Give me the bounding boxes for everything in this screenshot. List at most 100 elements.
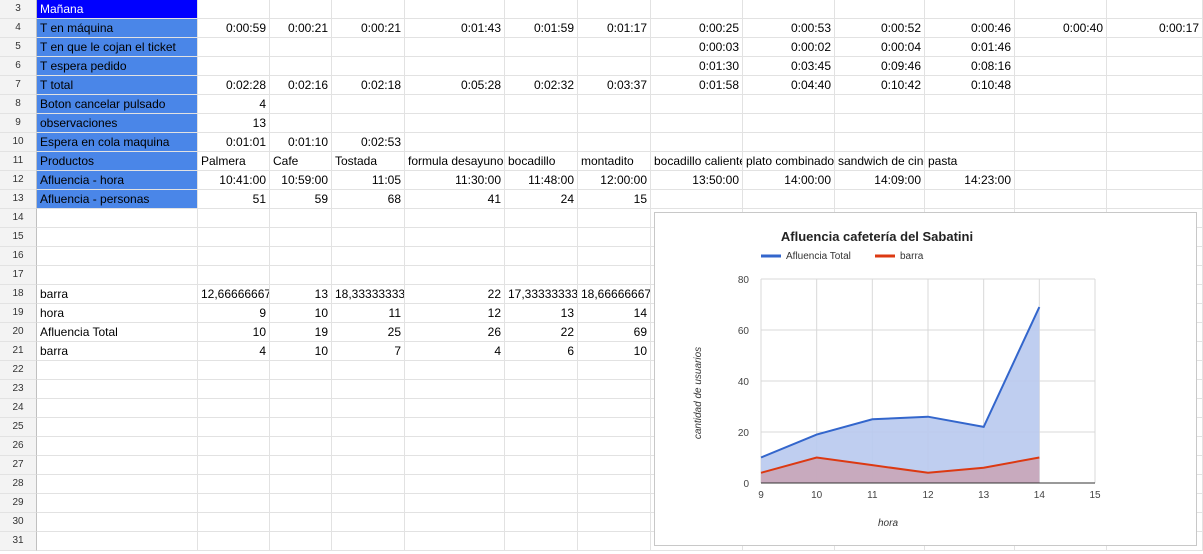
sheet-cell[interactable]: 0:09:46 bbox=[835, 57, 925, 75]
sheet-cell[interactable] bbox=[405, 228, 505, 246]
sheet-cell[interactable] bbox=[578, 114, 651, 132]
sheet-cell[interactable] bbox=[198, 494, 270, 512]
row-header[interactable]: 7 bbox=[0, 76, 37, 95]
sheet-cell[interactable]: 0:10:48 bbox=[925, 76, 1015, 94]
sheet-cell[interactable]: plato combinado bbox=[743, 152, 835, 170]
sheet-cell[interactable]: 18,33333333 bbox=[332, 285, 405, 303]
row-header[interactable]: 24 bbox=[0, 399, 37, 418]
sheet-cell[interactable]: 12 bbox=[405, 304, 505, 322]
sheet-cell[interactable] bbox=[743, 133, 835, 151]
sheet-cell[interactable] bbox=[651, 190, 743, 208]
sheet-cell[interactable] bbox=[505, 0, 578, 18]
sheet-cell[interactable]: 22 bbox=[505, 323, 578, 341]
sheet-cell[interactable] bbox=[505, 456, 578, 474]
sheet-cell[interactable] bbox=[405, 437, 505, 455]
sheet-cell[interactable] bbox=[270, 513, 332, 531]
sheet-cell[interactable] bbox=[578, 247, 651, 265]
sheet-cell[interactable] bbox=[578, 38, 651, 56]
sheet-cell[interactable]: 25 bbox=[332, 323, 405, 341]
row-header[interactable]: 25 bbox=[0, 418, 37, 437]
sheet-cell[interactable] bbox=[37, 247, 198, 265]
row-header[interactable]: 23 bbox=[0, 380, 37, 399]
row-header[interactable]: 3 bbox=[0, 0, 37, 19]
sheet-cell[interactable] bbox=[1107, 114, 1203, 132]
row-header[interactable]: 17 bbox=[0, 266, 37, 285]
row-header[interactable]: 10 bbox=[0, 133, 37, 152]
sheet-cell[interactable] bbox=[332, 361, 405, 379]
sheet-cell[interactable]: 19 bbox=[270, 323, 332, 341]
sheet-cell[interactable]: 0:00:21 bbox=[270, 19, 332, 37]
sheet-cell[interactable]: 13 bbox=[270, 285, 332, 303]
sheet-cell[interactable]: 4 bbox=[405, 342, 505, 360]
sheet-cell[interactable] bbox=[37, 513, 198, 531]
sheet-cell[interactable]: 4 bbox=[198, 342, 270, 360]
sheet-cell[interactable]: T espera pedido bbox=[37, 57, 198, 75]
sheet-cell[interactable]: 0:00:46 bbox=[925, 19, 1015, 37]
sheet-cell[interactable] bbox=[332, 475, 405, 493]
sheet-cell[interactable]: 0:00:17 bbox=[1107, 19, 1203, 37]
sheet-cell[interactable] bbox=[198, 38, 270, 56]
sheet-cell[interactable] bbox=[505, 266, 578, 284]
sheet-cell[interactable]: 0:03:45 bbox=[743, 57, 835, 75]
sheet-cell[interactable] bbox=[405, 266, 505, 284]
sheet-cell[interactable]: T en que le cojan el ticket bbox=[37, 38, 198, 56]
sheet-cell[interactable] bbox=[37, 418, 198, 436]
sheet-cell[interactable]: 14:23:00 bbox=[925, 171, 1015, 189]
sheet-cell[interactable] bbox=[405, 247, 505, 265]
sheet-cell[interactable]: sandwich de cine bbox=[835, 152, 925, 170]
row-header[interactable]: 15 bbox=[0, 228, 37, 247]
sheet-cell[interactable] bbox=[505, 399, 578, 417]
sheet-cell[interactable] bbox=[198, 266, 270, 284]
sheet-cell[interactable] bbox=[198, 209, 270, 227]
row-header[interactable]: 14 bbox=[0, 209, 37, 228]
row-header[interactable]: 22 bbox=[0, 361, 37, 380]
sheet-cell[interactable]: 13:50:00 bbox=[651, 171, 743, 189]
sheet-cell[interactable] bbox=[332, 266, 405, 284]
sheet-cell[interactable]: 69 bbox=[578, 323, 651, 341]
sheet-cell[interactable] bbox=[270, 228, 332, 246]
sheet-cell[interactable] bbox=[1107, 152, 1203, 170]
sheet-cell[interactable]: 0:00:40 bbox=[1015, 19, 1107, 37]
sheet-cell[interactable] bbox=[743, 0, 835, 18]
sheet-cell[interactable]: bocadillo caliente bbox=[651, 152, 743, 170]
sheet-cell[interactable]: barra bbox=[37, 342, 198, 360]
sheet-cell[interactable] bbox=[578, 475, 651, 493]
sheet-cell[interactable] bbox=[578, 456, 651, 474]
row-header[interactable]: 19 bbox=[0, 304, 37, 323]
sheet-cell[interactable] bbox=[505, 361, 578, 379]
sheet-cell[interactable]: 0:00:03 bbox=[651, 38, 743, 56]
sheet-cell[interactable] bbox=[1107, 57, 1203, 75]
sheet-cell[interactable] bbox=[505, 513, 578, 531]
sheet-cell[interactable] bbox=[405, 418, 505, 436]
sheet-cell[interactable] bbox=[405, 361, 505, 379]
sheet-cell[interactable] bbox=[651, 0, 743, 18]
sheet-cell[interactable]: 12:00:00 bbox=[578, 171, 651, 189]
sheet-cell[interactable] bbox=[37, 475, 198, 493]
sheet-cell[interactable] bbox=[1015, 190, 1107, 208]
row-header[interactable]: 5 bbox=[0, 38, 37, 57]
sheet-cell[interactable]: 4 bbox=[198, 95, 270, 113]
sheet-cell[interactable]: montadito bbox=[578, 152, 651, 170]
sheet-cell[interactable] bbox=[332, 228, 405, 246]
sheet-cell[interactable]: 0:00:53 bbox=[743, 19, 835, 37]
sheet-cell[interactable] bbox=[332, 532, 405, 550]
sheet-cell[interactable]: T en máquina bbox=[37, 19, 198, 37]
sheet-cell[interactable] bbox=[198, 380, 270, 398]
row-header[interactable]: 21 bbox=[0, 342, 37, 361]
sheet-cell[interactable] bbox=[835, 190, 925, 208]
sheet-cell[interactable] bbox=[332, 209, 405, 227]
sheet-cell[interactable] bbox=[270, 209, 332, 227]
sheet-cell[interactable] bbox=[1015, 171, 1107, 189]
sheet-cell[interactable] bbox=[1015, 133, 1107, 151]
sheet-cell[interactable]: 12,66666667 bbox=[198, 285, 270, 303]
sheet-cell[interactable]: bocadillo bbox=[505, 152, 578, 170]
sheet-cell[interactable]: Palmera bbox=[198, 152, 270, 170]
sheet-cell[interactable]: 0:00:04 bbox=[835, 38, 925, 56]
sheet-cell[interactable] bbox=[1015, 76, 1107, 94]
sheet-cell[interactable] bbox=[270, 532, 332, 550]
sheet-cell[interactable] bbox=[198, 456, 270, 474]
sheet-cell[interactable] bbox=[405, 114, 505, 132]
sheet-cell[interactable]: 10 bbox=[270, 342, 332, 360]
sheet-cell[interactable] bbox=[578, 361, 651, 379]
sheet-cell[interactable]: 17,33333333 bbox=[505, 285, 578, 303]
